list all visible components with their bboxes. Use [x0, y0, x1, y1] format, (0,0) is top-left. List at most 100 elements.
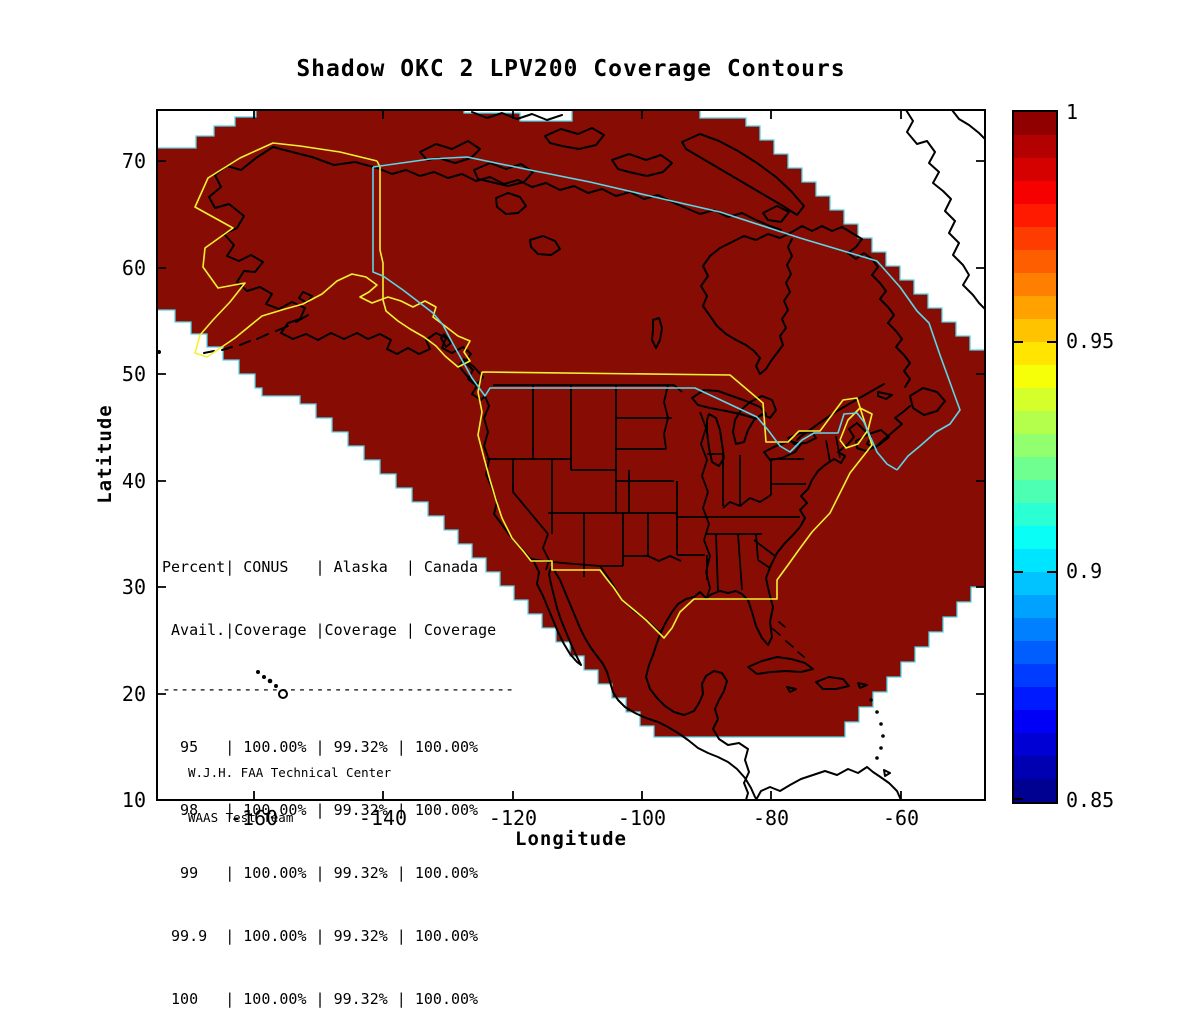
table-separator: --------------------------------------- — [162, 683, 515, 695]
colorbar-label: 1 — [1066, 100, 1079, 124]
attribution-line-2: WAAS Test Team — [188, 810, 294, 825]
colorbar-band — [1014, 158, 1056, 181]
coverage-map-plot — [156, 109, 986, 801]
colorbar-band — [1014, 526, 1056, 549]
colorbar-band — [1014, 664, 1056, 687]
colorbar-band — [1014, 411, 1056, 434]
colorbar-band — [1014, 480, 1056, 503]
ytick-label: 60 — [121, 256, 146, 280]
colorbar-tick — [1047, 571, 1056, 573]
colorbar-band — [1014, 618, 1056, 641]
title-line-1: Shadow OKC 2 LPV200 Coverage Contours — [296, 56, 846, 82]
colorbar-band — [1014, 687, 1056, 710]
colorbar-band — [1014, 250, 1056, 273]
coverage-statistics-table: Percent| CONUS | Alaska | Canada Avail.|… — [162, 515, 514, 1031]
colorbar-tick — [1014, 798, 1023, 800]
alaska-coastline — [208, 146, 486, 401]
colorbar-band — [1014, 204, 1056, 227]
colorbar-band — [1014, 572, 1056, 595]
colorbar-label: 0.9 — [1066, 559, 1103, 583]
yellow-contour-conus — [477, 371, 873, 639]
colorbar-band — [1014, 388, 1056, 411]
colorbar-band — [1014, 549, 1056, 572]
cyan-contour-west — [372, 167, 898, 471]
south-america-coastline — [755, 766, 902, 800]
xtick-label: -120 — [488, 806, 538, 830]
yellow-contour-nova-scotia — [839, 407, 873, 449]
hudson-bay-coastline — [700, 231, 793, 375]
mexico-gulf-yucatan-coastline — [645, 631, 750, 800]
colorbar-band — [1014, 733, 1056, 756]
us-state-borders — [487, 384, 841, 633]
table-row: 100 | 100.00% | 99.32% | 100.00% — [162, 990, 479, 1008]
colorbar-tick — [1014, 341, 1023, 343]
colorbar-band — [1014, 135, 1056, 158]
table-row: 99 | 100.00% | 99.32% | 100.00% — [162, 864, 479, 882]
colorbar-band — [1014, 342, 1056, 365]
colorbar-band — [1014, 503, 1056, 526]
table-row: 95 | 100.00% | 99.32% | 100.00% — [162, 738, 479, 756]
newfoundland-island — [909, 387, 946, 416]
ytick-label: 10 — [121, 788, 146, 812]
attribution-text: W.J.H. FAA Technical Center WAAS Test Te… — [188, 735, 391, 840]
colorbar-band — [1014, 365, 1056, 388]
colorbar-band — [1014, 181, 1056, 204]
aleutian-islands — [203, 314, 309, 354]
xtick-label: -80 — [752, 806, 790, 830]
ytick-label: 40 — [121, 469, 146, 493]
colorbar-band — [1014, 457, 1056, 480]
xtick-label: -160 — [229, 806, 279, 830]
gulf-and-florida-coastline — [660, 577, 774, 646]
colorbar-band — [1014, 779, 1056, 802]
x-axis-title: Longitude — [515, 828, 627, 850]
st-lawrence-coastline — [796, 383, 885, 441]
labrador-coastline — [791, 225, 911, 388]
hawaii-islands — [157, 350, 288, 699]
attribution-line-1: W.J.H. FAA Technical Center — [188, 765, 392, 780]
colorbar-band — [1014, 296, 1056, 319]
colorbar-gradient — [1014, 112, 1056, 802]
great-bear-lake — [495, 192, 527, 215]
xtick-label: -60 — [882, 806, 920, 830]
table-row: 99.9 | 100.00% | 99.32% | 100.00% — [162, 927, 479, 945]
greenland-coastline — [905, 110, 985, 310]
ytick-label: 20 — [121, 682, 146, 706]
lake-winnipeg — [651, 317, 663, 349]
xtick-label: -140 — [358, 806, 408, 830]
colorbar-band — [1014, 319, 1056, 342]
colorbar-tick — [1047, 341, 1056, 343]
colorbar-label: 0.85 — [1066, 788, 1115, 812]
baffin-island — [681, 133, 805, 216]
ytick-label: 30 — [121, 575, 146, 599]
arctic-islands — [419, 111, 790, 223]
nova-scotia-coastline — [855, 391, 893, 452]
baja-california-coastline — [532, 559, 582, 666]
colorbar-band — [1014, 227, 1056, 250]
cyan-contour-arctic — [372, 156, 961, 471]
cuba-coastline — [747, 656, 814, 675]
colorbar-band — [1014, 273, 1056, 296]
xtick-label: -100 — [617, 806, 667, 830]
axis-tick-marks — [157, 110, 985, 800]
ytick-label: 50 — [121, 362, 146, 386]
lesser-antilles-islands — [869, 698, 885, 760]
colorbar-band — [1014, 434, 1056, 457]
colorbar-label: 0.95 — [1066, 329, 1115, 353]
us-east-coastline — [765, 405, 911, 579]
yellow-contour-alaska — [194, 142, 471, 368]
colorbar-band — [1014, 756, 1056, 779]
colorbar-band — [1014, 710, 1056, 733]
table-row: 98 | 100.00% | 99.32% | 100.00% — [162, 801, 479, 819]
bahamas-islands — [772, 621, 805, 658]
table-header-row: Percent| CONUS | Alaska | Canada — [162, 558, 479, 576]
plot-axes-box — [156, 109, 986, 801]
great-slave-lake — [529, 235, 561, 256]
mexico-pacific-coastline — [553, 569, 758, 800]
hispaniola-coastline — [786, 676, 868, 693]
ytick-label: 70 — [121, 149, 146, 173]
colorbar-tick — [1014, 571, 1023, 573]
table-header-row: Avail.|Coverage |Coverage | Coverage — [162, 621, 497, 639]
y-axis-title: Latitude — [94, 404, 116, 504]
figure-canvas: { "title": { "line1": "Shadow OKC 2 LPV2… — [94, 56, 1115, 1008]
colorbar-band — [1014, 641, 1056, 664]
